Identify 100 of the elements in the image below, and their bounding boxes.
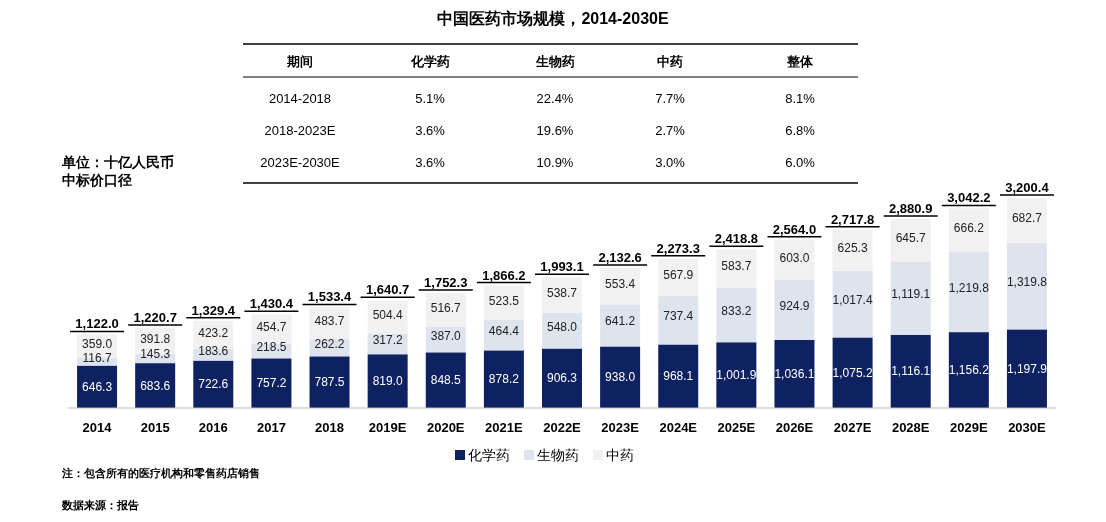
bar xyxy=(600,346,641,408)
legend-label: 化学药 xyxy=(468,447,510,463)
total-label: 2,273.3 xyxy=(656,240,700,256)
x-tick-label: 2024E xyxy=(659,420,698,435)
bar xyxy=(832,270,873,338)
text: 6.8% xyxy=(785,123,816,138)
data-label: 641.2 xyxy=(605,314,636,329)
bar xyxy=(774,279,815,341)
data-label: 1,197.9 xyxy=(1006,361,1048,376)
text: 5.1% xyxy=(415,91,446,106)
total-label: 1,866.2 xyxy=(482,267,526,283)
data-label: 359.0 xyxy=(82,337,113,352)
bar xyxy=(542,348,582,408)
data-label: 1,119.1 xyxy=(891,287,931,302)
data-label: 1,219.8 xyxy=(948,281,990,296)
data-label: 833.2 xyxy=(721,303,752,318)
total-label: 2,880.9 xyxy=(889,200,933,216)
data-label: 1,017.4 xyxy=(832,293,873,308)
data-label: 454.7 xyxy=(256,320,287,335)
legend-化学药: 化学药 xyxy=(455,447,510,463)
text: 2023E-2030E xyxy=(260,155,341,170)
data-label: 625.3 xyxy=(837,241,868,256)
data-label: 538.7 xyxy=(546,285,578,300)
total-label: 1,329.4 xyxy=(191,302,236,318)
data-label: 848.5 xyxy=(430,373,462,388)
data-label: 504.4 xyxy=(372,307,403,322)
bar xyxy=(716,342,757,408)
data-label: 483.7 xyxy=(314,314,345,329)
x-tick-label: 2018 xyxy=(315,420,344,435)
data-label: 938.0 xyxy=(605,370,636,385)
total-label: 1,640.7 xyxy=(365,282,410,298)
data-label: 516.7 xyxy=(430,300,462,315)
total-label: 1,752.3 xyxy=(424,275,468,291)
text: 期间 xyxy=(286,54,313,69)
data-label: 906.3 xyxy=(546,371,578,386)
total-label: 1,220.7 xyxy=(133,309,177,325)
text: 8.1% xyxy=(785,91,816,106)
x-tick-label: 2027E xyxy=(833,420,872,435)
data-label: 1,156.2 xyxy=(948,363,990,378)
data-label: 819.0 xyxy=(372,374,403,389)
text: 19.6% xyxy=(536,123,574,138)
legend-label: 中药 xyxy=(606,447,634,463)
text: 7.7% xyxy=(655,91,686,106)
data-label: 523.5 xyxy=(488,293,520,308)
x-tick-label: 2025E xyxy=(717,420,756,435)
data-label: 968.1 xyxy=(663,369,694,384)
data-label: 145.3 xyxy=(140,347,171,362)
source-note: 数据来源：报告 xyxy=(61,499,139,511)
data-label: 464.4 xyxy=(488,324,520,339)
data-label: 583.7 xyxy=(721,259,752,274)
bar xyxy=(483,350,524,408)
text: 整体 xyxy=(786,54,814,69)
text: 3.6% xyxy=(415,155,446,170)
data-label: 757.2 xyxy=(256,376,287,391)
x-tick-label: 2015 xyxy=(140,420,170,435)
bar xyxy=(890,261,931,335)
bar xyxy=(309,356,350,408)
bar xyxy=(658,296,699,345)
data-label: 645.7 xyxy=(895,231,927,246)
text: 化学药 xyxy=(409,54,450,69)
x-tick-label: 2021E xyxy=(485,420,524,435)
data-label: 682.7 xyxy=(1011,211,1043,226)
text: 22.4% xyxy=(536,91,574,106)
total-label: 2,564.0 xyxy=(772,221,817,237)
data-label: 317.2 xyxy=(372,332,403,347)
x-tick-label: 2014 xyxy=(82,420,113,435)
text: 生物药 xyxy=(534,54,575,69)
x-tick-label: 2019E xyxy=(368,420,407,435)
x-tick-label: 2026E xyxy=(775,420,814,435)
text: 10.9% xyxy=(536,155,574,170)
x-tick-label: 2017 xyxy=(256,420,286,435)
text: 3.6% xyxy=(415,123,446,138)
bar xyxy=(251,358,292,408)
data-label: 1,319.8 xyxy=(1006,275,1048,290)
text: 6.0% xyxy=(785,155,816,170)
total-label: 2,717.8 xyxy=(830,211,875,227)
total-label: 3,042.2 xyxy=(947,190,991,206)
x-tick-label: 2029E xyxy=(950,420,988,435)
data-label: 262.2 xyxy=(314,336,345,351)
bar xyxy=(425,293,466,327)
data-label: 1,075.2 xyxy=(832,365,873,380)
x-tick-label: 2030E xyxy=(1008,420,1047,435)
bar xyxy=(890,334,931,408)
data-label: 787.5 xyxy=(314,375,345,390)
data-label: 878.2 xyxy=(488,372,520,387)
bar xyxy=(716,287,757,343)
bar xyxy=(948,332,989,408)
x-tick-label: 2020E xyxy=(426,420,465,435)
text: 注：包含所有的医疗机构和零售药店销售 xyxy=(61,467,260,479)
data-label: 183.6 xyxy=(198,343,229,358)
total-label: 1,533.4 xyxy=(307,289,352,305)
text: 中标价口径 xyxy=(62,172,132,188)
bar xyxy=(948,252,989,333)
total-label: 1,122.0 xyxy=(75,316,119,332)
x-tick-label: 2023E xyxy=(601,420,640,435)
text: 中药 xyxy=(657,54,683,69)
bar xyxy=(948,208,989,253)
data-label: 737.4 xyxy=(663,309,694,324)
data-label: 666.2 xyxy=(953,221,985,236)
bar xyxy=(658,344,699,408)
